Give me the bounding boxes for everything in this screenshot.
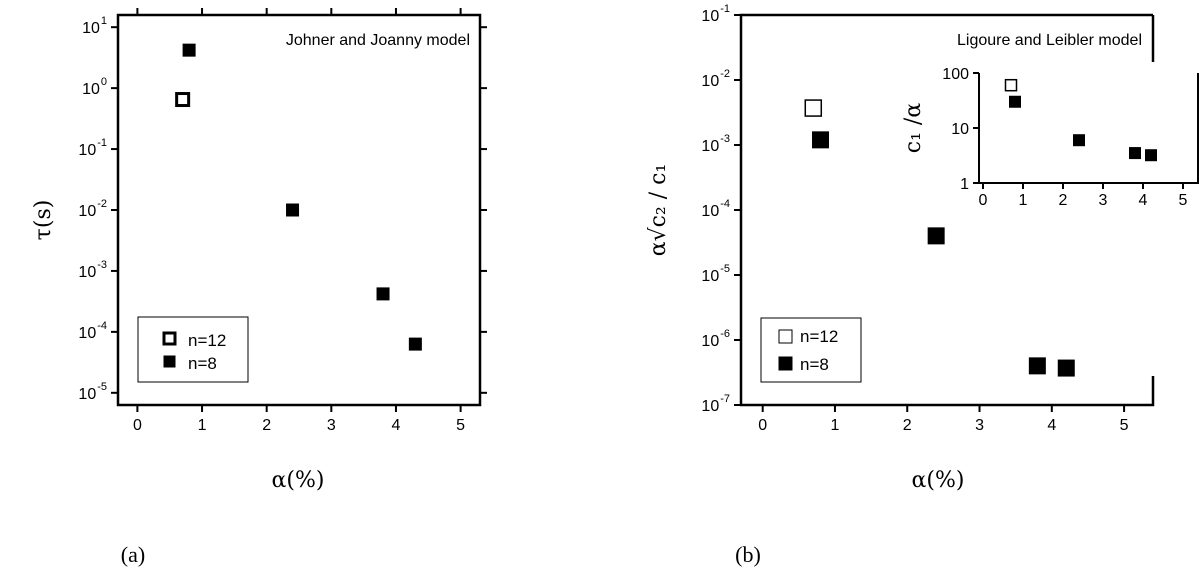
panel-a-y-tick-label: 10	[82, 20, 100, 37]
panel-a-legend-label-n8: n=8	[188, 354, 217, 373]
panel-b-legend	[760, 317, 862, 383]
inset-x-tick-label: 1	[1019, 192, 1028, 209]
panel-b-point-open	[804, 99, 823, 117]
panel-b-y-tick-exponent: -4	[720, 198, 730, 210]
panel-a-y-tick-exponent: -1	[97, 137, 107, 149]
panel-a-data-points	[175, 43, 422, 351]
inset-x-axis: 0 1 2 3 4 5	[979, 183, 1188, 209]
panel-b-data-points	[804, 99, 1075, 377]
panel-b-point-filled	[812, 131, 830, 149]
panel-b-y-tick-label: 10	[701, 138, 719, 155]
panel-b-y-tick-exponent: -7	[720, 393, 730, 405]
panel-b-y-tick-exponent: -1	[720, 3, 730, 15]
panel-a-y-tick-exponent: -4	[97, 320, 107, 332]
panel-a-legend-marker-n8	[163, 355, 176, 368]
inset-y-axis-title: c₁ /α	[901, 103, 926, 154]
panel-a-y-tick-exponent: 1	[101, 15, 107, 27]
panel-b-x-tick-label: 5	[1120, 417, 1129, 434]
panel-a-point-filled	[182, 43, 196, 57]
panel-a-x-tick-label: 2	[262, 417, 271, 434]
panel-a-y-tick-label: 10	[78, 325, 96, 342]
panel-a-x-tick-label: 0	[133, 417, 142, 434]
panel-b-x-tick-label: 1	[831, 417, 840, 434]
inset-y-tick-label: 100	[942, 66, 969, 83]
panel-b-legend-label-n8: n=8	[800, 355, 829, 374]
panel-b-y-tick-exponent: -3	[720, 133, 730, 145]
panel-b-y-tick-label: 10	[701, 268, 719, 285]
panel-b-x-tick-label: 2	[903, 417, 912, 434]
panel-b-y-tick-label: 10	[701, 398, 719, 415]
panel-a-legend-marker-n12	[162, 331, 177, 346]
panel-a-point-filled	[408, 337, 422, 351]
inset-point-open	[1004, 78, 1018, 92]
panel-a-legend-box	[137, 316, 249, 383]
panel-a-y-tick-exponent: 0	[101, 76, 107, 88]
panel-a-point-filled	[286, 203, 300, 217]
inset-point-filled	[1129, 147, 1141, 160]
panel-a-y-tick-label: 10	[78, 203, 96, 220]
inset-y-tick-label: 1	[960, 176, 969, 193]
inset-x-tick-label: 0	[979, 192, 988, 209]
inset-point-filled	[1009, 95, 1021, 108]
panel-b-x-axis-title: α(%)	[912, 468, 965, 493]
panel-a-legend	[137, 316, 249, 383]
panel-b-legend-marker-n12	[778, 329, 793, 344]
inset-point-filled	[1073, 134, 1085, 147]
panel-a-point-filled	[376, 287, 390, 301]
panel-b-x-tick-label: 4	[1047, 417, 1056, 434]
panel-b-y-tick-label: 10	[701, 73, 719, 90]
panel-a-y-tick-label: 10	[78, 264, 96, 281]
inset-y-axis: 100 10 1	[942, 66, 979, 193]
panel-a-x-tick-label: 4	[392, 417, 401, 434]
panel-a-y-tick-label: 10	[78, 142, 96, 159]
panel-a-x-tick-label: 5	[456, 417, 465, 434]
panel-a-legend-label-n12: n=12	[188, 331, 226, 350]
panel-a-y-tick-exponent: -2	[97, 198, 107, 210]
inset-y-tick-label: 10	[951, 121, 969, 138]
inset-data-points	[1004, 78, 1157, 162]
panel-b-point-filled	[1028, 357, 1046, 375]
panel-b-y-tick-label: 10	[701, 333, 719, 350]
panel-b-y-tick-label: 10	[701, 8, 719, 25]
panel-a-x-axis: 0 1 2 3 4 5	[133, 8, 465, 434]
inset-x-tick-label: 5	[1179, 192, 1188, 209]
panel-b-y-tick-label: 10	[701, 203, 719, 220]
panel-b-x-tick-label: 3	[975, 417, 984, 434]
inset-point-filled	[1145, 149, 1157, 162]
panel-a-x-tick-label: 1	[198, 417, 207, 434]
panel-b-legend-box	[760, 317, 862, 383]
panel-a-annotation: Johner and Joanny model	[286, 32, 470, 49]
inset-x-tick-label: 4	[1139, 192, 1148, 209]
panel-b-annotation: Ligoure and Leibler model	[957, 32, 1142, 49]
panel-a-y-tick-exponent: -3	[97, 259, 107, 271]
panel-a-y-tick-label: 10	[82, 81, 100, 98]
panel-b-point-filled	[927, 227, 945, 245]
inset-x-tick-label: 3	[1099, 192, 1108, 209]
panel-b-label: (b)	[735, 542, 761, 567]
panel-b-point-filled	[1057, 359, 1075, 377]
panel-b-x-tick-label: 0	[758, 417, 767, 434]
panel-a-x-tick-label: 3	[327, 417, 336, 434]
panel-a-y-tick-label: 10	[78, 386, 96, 403]
panel-b-y-tick-exponent: -6	[720, 328, 730, 340]
panel-a-point-open	[175, 92, 191, 108]
panel-b-y-axis: 10-110-210-310-410-510-610-7	[701, 3, 741, 415]
panel-b-legend-label-n12: n=12	[800, 327, 838, 346]
panel-a-y-tick-exponent: -5	[97, 381, 107, 393]
panel-b-y-tick-exponent: -5	[720, 263, 730, 275]
panel-b-legend-marker-n8	[778, 356, 793, 371]
panel-b-x-axis: 0 1 2 3 4 5	[758, 405, 1129, 434]
panel-a-label: (a)	[121, 542, 145, 567]
panel-a-x-axis-title: α(%)	[272, 468, 325, 493]
panel-b-y-tick-exponent: -2	[720, 68, 730, 80]
panel-b-y-axis-title: α√c₂ / c₁	[646, 164, 671, 257]
panel-a-y-axis-title: τ(s)	[31, 200, 56, 241]
inset-x-tick-label: 2	[1059, 192, 1068, 209]
